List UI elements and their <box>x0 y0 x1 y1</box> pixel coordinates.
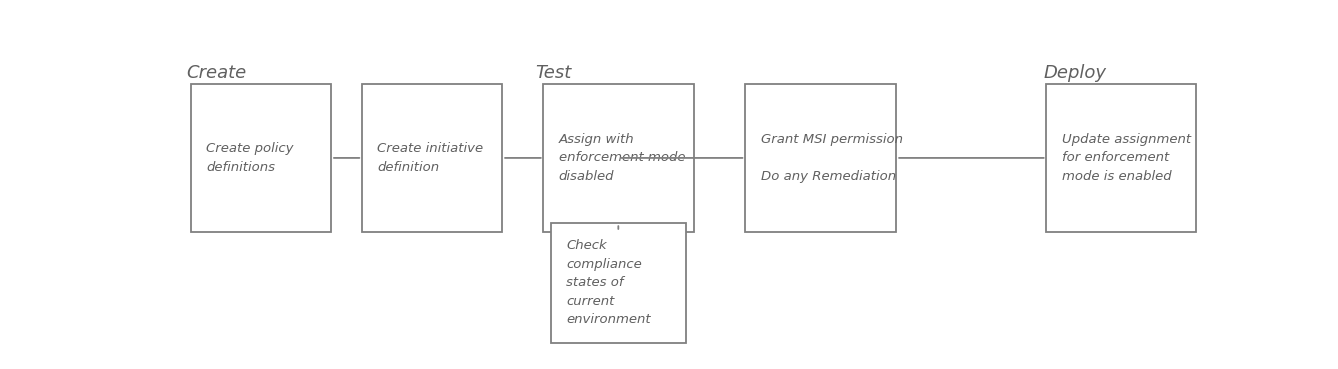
Text: Check
compliance
states of
current
environment: Check compliance states of current envir… <box>566 239 652 327</box>
FancyBboxPatch shape <box>543 84 693 232</box>
FancyBboxPatch shape <box>551 223 686 342</box>
Text: Test: Test <box>535 64 571 82</box>
Text: Create initiative
definition: Create initiative definition <box>377 142 483 174</box>
Text: Assign with
enforcement mode
disabled: Assign with enforcement mode disabled <box>559 133 685 183</box>
Text: Update assignment
for enforcement
mode is enabled: Update assignment for enforcement mode i… <box>1061 133 1191 183</box>
FancyBboxPatch shape <box>745 84 895 232</box>
Text: Create: Create <box>186 64 246 82</box>
Text: Grant MSI permission

Do any Remediation: Grant MSI permission Do any Remediation <box>761 133 903 183</box>
FancyBboxPatch shape <box>190 84 330 232</box>
FancyBboxPatch shape <box>1046 84 1196 232</box>
FancyBboxPatch shape <box>361 84 502 232</box>
Text: Deploy: Deploy <box>1044 64 1107 82</box>
Text: Create policy
definitions: Create policy definitions <box>206 142 293 174</box>
